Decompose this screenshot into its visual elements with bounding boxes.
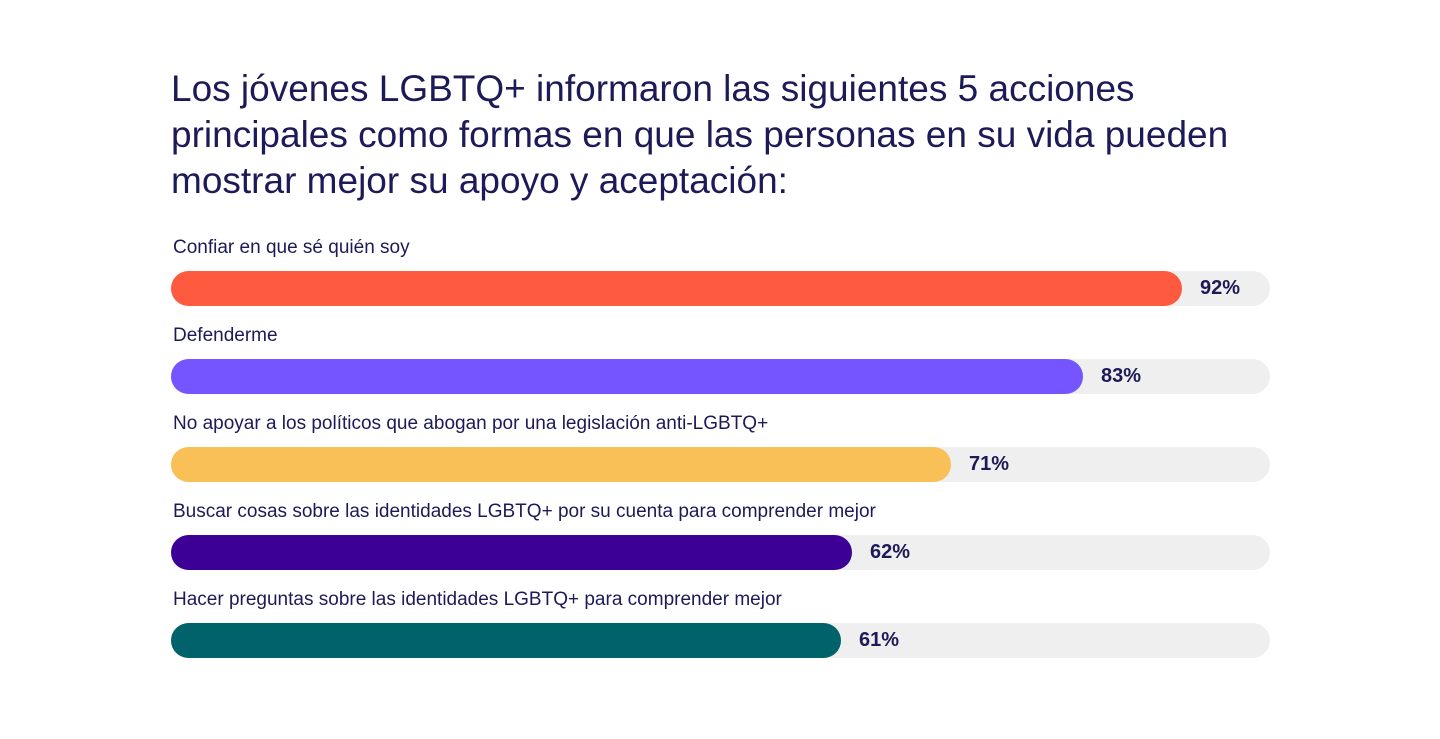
bar-value-label: 92% xyxy=(1200,277,1241,299)
bar-chart: Confiar en que sé quién soy 92% Defenderme… xyxy=(171,234,1270,674)
bar-row: Confiar en que sé quién soy 92% xyxy=(171,234,1270,322)
bar-fill xyxy=(171,271,1182,306)
bar-value-label: 83% xyxy=(1101,365,1142,387)
bar-track xyxy=(171,535,1270,570)
bar-track xyxy=(171,447,1270,482)
chart-title: Los jóvenes LGBTQ+ informaron las siguie… xyxy=(171,68,1229,201)
bar-row: No apoyar a los políticos que abogan por… xyxy=(171,410,1270,498)
bar-fill xyxy=(171,535,852,570)
bar-category-label: No apoyar a los políticos que abogan por… xyxy=(173,413,769,434)
bar-track xyxy=(171,359,1270,394)
bar-fill xyxy=(171,447,951,482)
bar-value-label: 61% xyxy=(859,629,900,651)
bar-track xyxy=(171,623,1270,658)
bar-row: Buscar cosas sobre las identidades LGBTQ… xyxy=(171,498,1270,586)
bar-category-label: Hacer preguntas sobre las identidades LG… xyxy=(173,589,782,610)
bar-value-label: 71% xyxy=(969,453,1010,475)
bar-value-label: 62% xyxy=(870,541,911,563)
bar-fill xyxy=(171,359,1083,394)
bar-fill xyxy=(171,623,841,658)
bar-category-label: Confiar en que sé quién soy xyxy=(173,237,410,258)
bar-track xyxy=(171,271,1270,306)
bar-category-label: Buscar cosas sobre las identidades LGBTQ… xyxy=(173,501,876,522)
bar-category-label: Defenderme xyxy=(173,325,278,346)
bar-row: Hacer preguntas sobre las identidades LG… xyxy=(171,586,1270,674)
bar-row: Defenderme 83% xyxy=(171,322,1270,410)
